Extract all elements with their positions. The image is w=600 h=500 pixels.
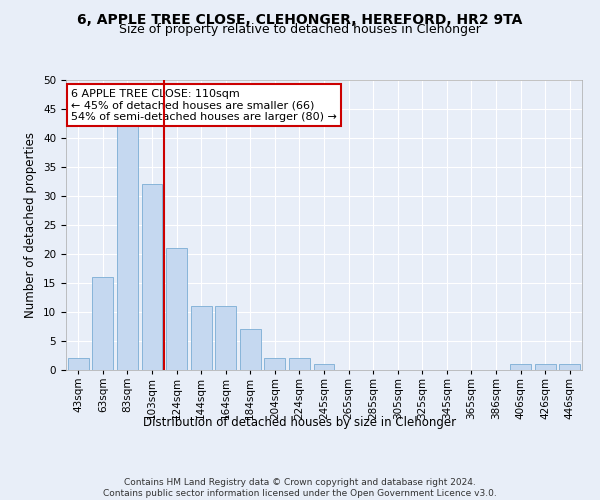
Bar (215, 306, 236, 370)
Bar (289, 358, 310, 370)
Text: 6, APPLE TREE CLOSE, CLEHONGER, HEREFORD, HR2 9TA: 6, APPLE TREE CLOSE, CLEHONGER, HEREFORD… (77, 12, 523, 26)
Bar (68, 358, 89, 370)
Text: Size of property relative to detached houses in Clehonger: Size of property relative to detached ho… (119, 22, 481, 36)
Bar (265, 358, 286, 370)
Bar (142, 184, 163, 370)
Bar (510, 364, 531, 370)
Bar (92, 277, 113, 370)
Y-axis label: Number of detached properties: Number of detached properties (25, 132, 37, 318)
Bar (314, 364, 334, 370)
Bar (191, 306, 212, 370)
Bar (166, 248, 187, 370)
Bar (117, 126, 138, 370)
Text: Contains HM Land Registry data © Crown copyright and database right 2024.
Contai: Contains HM Land Registry data © Crown c… (103, 478, 497, 498)
Bar (240, 330, 261, 370)
Text: 6 APPLE TREE CLOSE: 110sqm
← 45% of detached houses are smaller (66)
54% of semi: 6 APPLE TREE CLOSE: 110sqm ← 45% of deta… (71, 88, 337, 122)
Text: Distribution of detached houses by size in Clehonger: Distribution of detached houses by size … (143, 416, 457, 429)
Bar (559, 364, 580, 370)
Bar (535, 364, 556, 370)
